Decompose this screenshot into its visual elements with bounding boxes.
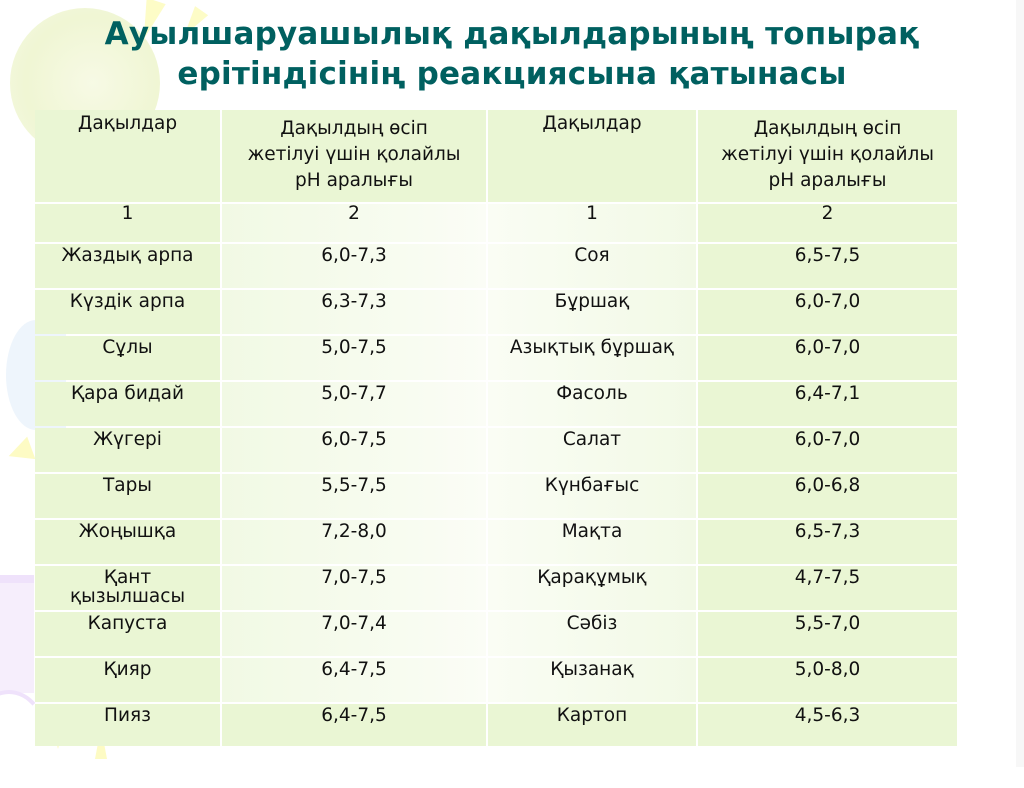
- table-row: Қияр 6,4-7,5 Қызанақ 5,0-8,0: [35, 658, 957, 702]
- header-ph-right: Дақылдың өсіп жетілуі үшін қолайлы рН ар…: [698, 110, 957, 202]
- table-row: Пияз 6,4-7,5 Картоп 4,5-6,3: [35, 704, 957, 746]
- crop-name: Тары: [35, 474, 220, 518]
- ph-range: 5,0-7,7: [222, 382, 486, 426]
- crop-name: Соя: [488, 244, 696, 288]
- crop-name-line: Қант: [103, 567, 152, 588]
- crop-name: Фасоль: [488, 382, 696, 426]
- column-number: 2: [222, 204, 486, 242]
- crop-name: Пияз: [35, 704, 220, 746]
- column-number: 2: [698, 204, 957, 242]
- table-row: Күздік арпа 6,3-7,3 Бұршақ 6,0-7,0: [35, 290, 957, 334]
- crop-name: Капуста: [35, 612, 220, 656]
- crop-name: Жаздық арпа: [35, 244, 220, 288]
- header-label-line: жетілуі үшін қолайлы: [721, 144, 934, 165]
- ph-range: 6,5-7,3: [698, 520, 957, 564]
- header-label-line: рН аралығы: [768, 170, 887, 191]
- table-row: Капуста 7,0-7,4 Сәбіз 5,5-7,0: [35, 612, 957, 656]
- crop-name: Картоп: [488, 704, 696, 746]
- crop-name: Қара бидай: [35, 382, 220, 426]
- column-number: 1: [35, 204, 220, 242]
- ph-range: 6,0-7,3: [222, 244, 486, 288]
- table-row: Сұлы 5,0-7,5 Азықтық бұршақ 6,0-7,0: [35, 336, 957, 380]
- crop-name: Бұршақ: [488, 290, 696, 334]
- header-crops-right: Дақылдар: [488, 110, 696, 202]
- ph-range: 4,5-6,3: [698, 704, 957, 746]
- ph-range: 6,0-7,0: [698, 336, 957, 380]
- header-crops-left: Дақылдар: [35, 110, 220, 202]
- decorative-yellow-triangle: [4, 436, 36, 468]
- column-number-row: 1 2 1 2: [35, 204, 957, 242]
- header-label-line: рН аралығы: [295, 170, 413, 191]
- ph-range: 6,4-7,5: [222, 704, 486, 746]
- decorative-right-strip: [1016, 0, 1024, 767]
- crop-name: Қияр: [35, 658, 220, 702]
- slide-title: Ауылшаруашылық дақылдарының топырақ еріт…: [0, 14, 1024, 94]
- crop-name: Мақта: [488, 520, 696, 564]
- header-ph-left: Дақылдың өсіп жетілуі үшін қолайлы рН ар…: [222, 110, 486, 202]
- crop-name-line: қызылшасы: [69, 586, 186, 607]
- table-row: Жүгері 6,0-7,5 Салат 6,0-7,0: [35, 428, 957, 472]
- ph-range: 6,4-7,5: [222, 658, 486, 702]
- table-row: Тары 5,5-7,5 Күнбағыс 6,0-6,8: [35, 474, 957, 518]
- ph-range: 6,0-7,0: [698, 428, 957, 472]
- decorative-purple-block: [0, 575, 34, 693]
- table-row: Жоңышқа 7,2-8,0 Мақта 6,5-7,3: [35, 520, 957, 564]
- table-row: Жаздық арпа 6,0-7,3 Соя 6,5-7,5: [35, 244, 957, 288]
- table-header-row: Дақылдар Дақылдың өсіп жетілуі үшін қола…: [35, 110, 957, 202]
- header-label-line: Дақылдың өсіп: [753, 118, 902, 139]
- header-label-line: Дақылдың өсіп: [280, 118, 428, 139]
- crop-name: Сәбіз: [488, 612, 696, 656]
- ph-range: 5,5-7,5: [222, 474, 486, 518]
- crop-ph-table: Дақылдар Дақылдың өсіп жетілуі үшін қола…: [33, 108, 959, 748]
- crop-name: Сұлы: [35, 336, 220, 380]
- ph-range: 7,0-7,5: [222, 566, 486, 610]
- crop-name: Қант қызылшасы: [35, 566, 220, 610]
- crop-name: Азықтық бұршақ: [488, 336, 696, 380]
- crop-name: Күздік арпа: [35, 290, 220, 334]
- crop-name: Қарақұмық: [488, 566, 696, 610]
- ph-range: 4,7-7,5: [698, 566, 957, 610]
- ph-range: 6,5-7,5: [698, 244, 957, 288]
- crop-name: Салат: [488, 428, 696, 472]
- header-label: Дақылдар: [542, 113, 642, 134]
- header-label-line: жетілуі үшін қолайлы: [247, 144, 461, 165]
- ph-range: 5,5-7,0: [698, 612, 957, 656]
- slide-title-line-1: Ауылшаруашылық дақылдарының топырақ: [104, 16, 920, 52]
- crop-name: Қызанақ: [488, 658, 696, 702]
- crop-name: Жүгері: [35, 428, 220, 472]
- ph-range: 6,0-7,0: [698, 290, 957, 334]
- ph-range: 6,0-7,5: [222, 428, 486, 472]
- table-row: Қант қызылшасы 7,0-7,5 Қарақұмық 4,7-7,5: [35, 566, 957, 610]
- crop-name: Жоңышқа: [35, 520, 220, 564]
- crop-name: Күнбағыс: [488, 474, 696, 518]
- ph-range: 5,0-7,5: [222, 336, 486, 380]
- column-number: 1: [488, 204, 696, 242]
- header-label: Дақылдар: [77, 113, 178, 134]
- ph-range: 6,4-7,1: [698, 382, 957, 426]
- table-row: Қара бидай 5,0-7,7 Фасоль 6,4-7,1: [35, 382, 957, 426]
- slide-title-line-2: ерітіндісінің реакциясына қатынасы: [177, 56, 847, 92]
- ph-range: 6,0-6,8: [698, 474, 957, 518]
- ph-range: 7,2-8,0: [222, 520, 486, 564]
- ph-range: 5,0-8,0: [698, 658, 957, 702]
- ph-range: 6,3-7,3: [222, 290, 486, 334]
- ph-range: 7,0-7,4: [222, 612, 486, 656]
